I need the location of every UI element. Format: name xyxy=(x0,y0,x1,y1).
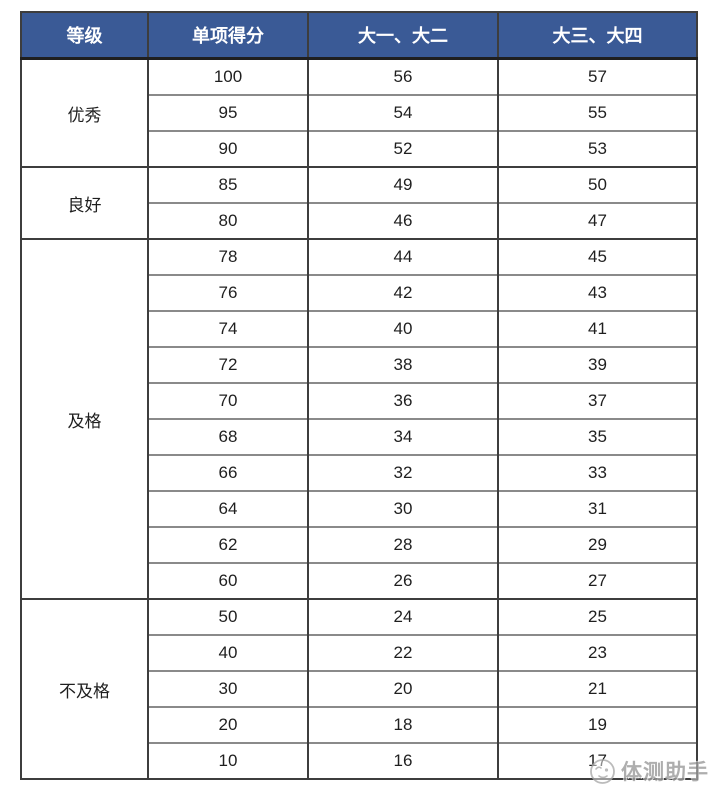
score-cell: 76 xyxy=(147,274,309,311)
score-cell: 95 xyxy=(147,94,309,131)
score-cell: 50 xyxy=(497,166,698,203)
score-cell: 85 xyxy=(147,166,309,203)
score-cell: 28 xyxy=(307,526,499,563)
score-cell: 20 xyxy=(147,706,309,743)
header-freshman-sophomore: 大一、大二 xyxy=(307,11,499,60)
table-row: 不及格 50 24 25 xyxy=(20,598,698,779)
score-cell: 23 xyxy=(497,634,698,671)
table-row: 72 38 39 xyxy=(21,346,698,383)
score-cell: 40 xyxy=(307,310,499,347)
score-cell: 21 xyxy=(497,670,698,707)
score-cell: 44 xyxy=(307,238,499,275)
score-cell: 90 xyxy=(147,130,309,167)
score-cell: 74 xyxy=(147,310,309,347)
score-cell: 20 xyxy=(307,670,499,707)
table-row: 80 46 47 xyxy=(21,202,698,239)
score-cell: 33 xyxy=(497,454,698,491)
table-row: 62 28 29 xyxy=(21,526,698,563)
score-cell: 45 xyxy=(497,238,698,275)
table-row: 74 40 41 xyxy=(21,310,698,347)
score-cell: 53 xyxy=(497,130,698,167)
table-row: 64 30 31 xyxy=(21,490,698,527)
score-cell: 31 xyxy=(497,490,698,527)
score-cell: 68 xyxy=(147,418,309,455)
score-cell: 100 xyxy=(147,57,309,95)
score-cell: 30 xyxy=(147,670,309,707)
grade-cell: 不及格 xyxy=(20,598,149,779)
score-cell: 35 xyxy=(497,418,698,455)
table-row: 70 36 37 xyxy=(21,382,698,419)
score-cell: 41 xyxy=(497,310,698,347)
table-row: 95 54 55 xyxy=(21,94,698,131)
score-cell: 39 xyxy=(497,346,698,383)
score-cell: 78 xyxy=(147,238,309,275)
score-cell: 37 xyxy=(497,382,698,419)
table-row: 良好 85 49 50 xyxy=(20,166,698,239)
score-cell: 62 xyxy=(147,526,309,563)
score-cell: 60 xyxy=(147,562,309,599)
grade-cell: 良好 xyxy=(20,166,149,239)
score-cell: 16 xyxy=(307,742,499,779)
score-cell: 34 xyxy=(307,418,499,455)
score-cell: 29 xyxy=(497,526,698,563)
score-cell: 25 xyxy=(497,598,698,635)
score-cell: 38 xyxy=(307,346,499,383)
table-row: 68 34 35 xyxy=(21,418,698,455)
table-row: 及格 78 44 45 xyxy=(20,238,698,599)
score-cell: 56 xyxy=(307,57,499,95)
score-table: 等级 单项得分 大一、大二 大三、大四 优秀 100 56 57 95 54 55 90 52 5… xyxy=(20,11,698,780)
grade-cell: 优秀 xyxy=(20,57,149,167)
score-cell: 80 xyxy=(147,202,309,239)
table-row: 10 16 17 xyxy=(21,742,698,779)
score-cell: 26 xyxy=(307,562,499,599)
score-cell: 70 xyxy=(147,382,309,419)
score-cell: 24 xyxy=(307,598,499,635)
table-body: 优秀 100 56 57 95 54 55 90 52 53 良好 85 49 50 80 46 47 及格 78 4… xyxy=(20,57,698,779)
score-cell: 42 xyxy=(307,274,499,311)
table-row: 优秀 100 56 57 xyxy=(20,57,698,167)
table-row: 20 18 19 xyxy=(21,706,698,743)
table-row: 90 52 53 xyxy=(21,130,698,167)
score-cell: 47 xyxy=(497,202,698,239)
score-cell: 43 xyxy=(497,274,698,311)
score-cell: 30 xyxy=(307,490,499,527)
score-cell: 57 xyxy=(497,57,698,95)
table-row: 76 42 43 xyxy=(21,274,698,311)
table-row: 30 20 21 xyxy=(21,670,698,707)
score-cell: 17 xyxy=(497,742,698,779)
header-grade: 等级 xyxy=(20,11,149,60)
score-cell: 22 xyxy=(307,634,499,671)
table-row: 66 32 33 xyxy=(21,454,698,491)
score-cell: 19 xyxy=(497,706,698,743)
score-cell: 40 xyxy=(147,634,309,671)
score-cell: 49 xyxy=(307,166,499,203)
score-cell: 27 xyxy=(497,562,698,599)
score-cell: 32 xyxy=(307,454,499,491)
score-cell: 18 xyxy=(307,706,499,743)
score-cell: 10 xyxy=(147,742,309,779)
score-cell: 66 xyxy=(147,454,309,491)
score-cell: 52 xyxy=(307,130,499,167)
score-cell: 36 xyxy=(307,382,499,419)
score-cell: 50 xyxy=(147,598,309,635)
score-cell: 72 xyxy=(147,346,309,383)
header-item-score: 单项得分 xyxy=(147,11,309,60)
header-junior-senior: 大三、大四 xyxy=(497,11,698,60)
score-cell: 46 xyxy=(307,202,499,239)
grade-cell: 及格 xyxy=(20,238,149,599)
table-header: 等级 单项得分 大一、大二 大三、大四 xyxy=(20,11,698,60)
score-cell: 54 xyxy=(307,94,499,131)
table-row: 60 26 27 xyxy=(21,562,698,599)
score-cell: 55 xyxy=(497,94,698,131)
score-cell: 64 xyxy=(147,490,309,527)
table-row: 40 22 23 xyxy=(21,634,698,671)
header-row: 等级 单项得分 大一、大二 大三、大四 xyxy=(20,11,698,60)
